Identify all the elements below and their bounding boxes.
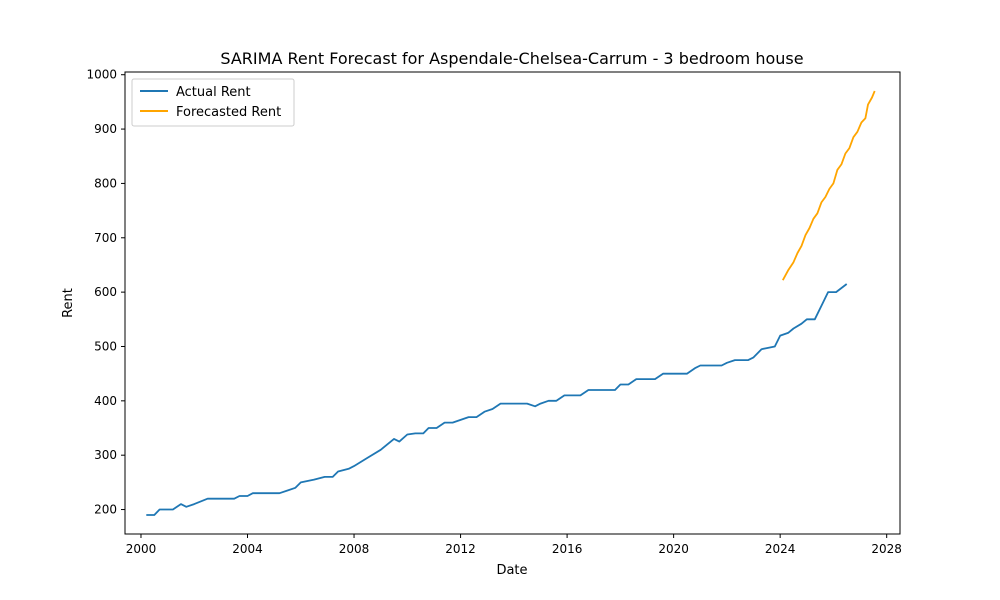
x-axis-label: Date: [496, 563, 527, 578]
legend-box: [131, 78, 295, 127]
y-tick-label: 500: [94, 339, 117, 353]
y-tick-label: 300: [94, 448, 117, 462]
y-tick-label: 1000: [86, 68, 117, 82]
y-tick-label: 200: [94, 503, 117, 517]
actual-rent-line: [146, 283, 848, 516]
series-lines: [146, 90, 876, 516]
y-axis-label: Rent: [61, 288, 76, 318]
x-tick-label: 2012: [445, 542, 476, 556]
x-tick-label: 2028: [871, 542, 902, 556]
forecasted-rent-line: [782, 90, 876, 281]
x-tick-label: 2020: [658, 542, 689, 556]
legend-label-forecast: Forecasted Rent: [176, 105, 281, 120]
y-axis-ticks: 200 300 400 500 600 700 800 900 1000: [86, 68, 125, 517]
y-tick-label: 900: [94, 122, 117, 136]
y-tick-label: 600: [94, 285, 117, 299]
x-tick-label: 2024: [765, 542, 796, 556]
legend-label-actual: Actual Rent: [176, 85, 251, 100]
x-tick-label: 2004: [232, 542, 263, 556]
plot-area: [124, 71, 901, 535]
y-tick-label: 400: [94, 394, 117, 408]
y-tick-label: 700: [94, 231, 117, 245]
x-tick-label: 2000: [126, 542, 157, 556]
x-tick-label: 2016: [552, 542, 583, 556]
y-tick-label: 800: [94, 176, 117, 190]
x-tick-label: 2008: [339, 542, 370, 556]
x-axis-ticks: 2000 2004 2008 2012 2016 2020 2024 2028: [126, 534, 902, 556]
legend: Actual Rent Forecasted Rent: [131, 78, 295, 127]
chart-title: SARIMA Rent Forecast for Aspendale-Chels…: [220, 49, 803, 68]
